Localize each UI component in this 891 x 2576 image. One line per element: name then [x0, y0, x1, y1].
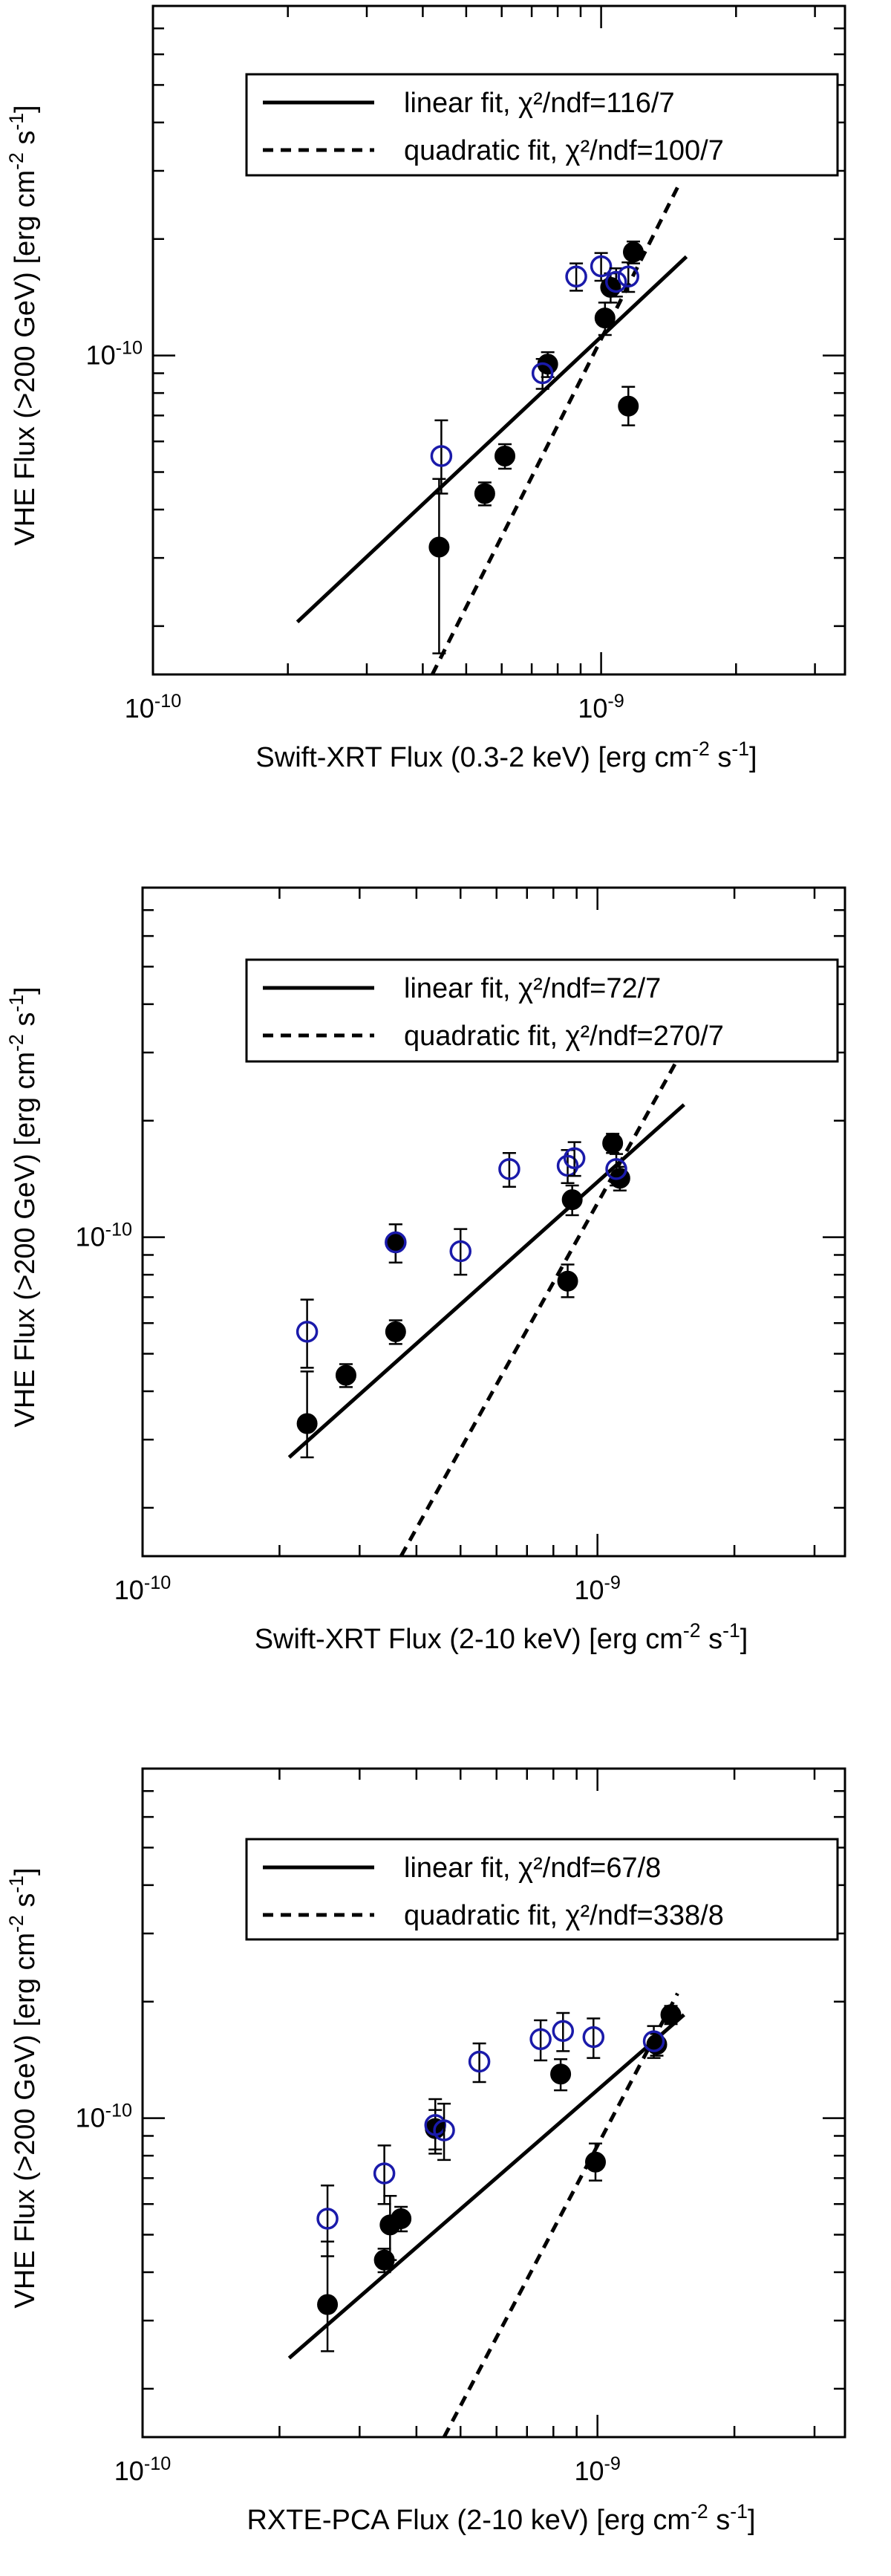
legend: linear fit, χ²/ndf=116/7 quadratic fit, χ… — [245, 73, 839, 177]
legend: linear fit, χ²/ndf=67/8 quadratic fit, χ²… — [245, 1838, 839, 1941]
data-point-filled — [474, 483, 495, 504]
error-bar — [556, 2011, 570, 2052]
x-tick-label: 10-10 — [114, 1572, 171, 1605]
y-axis-label: VHE Flux (>200 GeV) [erg cm-2 s-1] — [5, 105, 41, 545]
x-tick-label: 10-10 — [114, 2453, 171, 2486]
figure-panels: 10-10 10-9 10-10 Swift-XRT Flux (0.3-2 keV)… — [5, 4, 846, 2536]
data-point-open — [433, 2119, 455, 2141]
data-point-open — [605, 270, 627, 293]
data-point-open — [531, 362, 554, 385]
quadratic-fit-line — [399, 1035, 692, 1556]
legend-label: linear fit, χ²/ndf=67/8 — [404, 1853, 661, 1884]
data-point-filled — [385, 1321, 406, 1342]
data-point-open — [590, 255, 613, 278]
error-bar — [534, 2019, 548, 2062]
legend-label: quadratic fit, χ²/ndf=270/7 — [404, 1021, 724, 1052]
data-point-open — [449, 1240, 471, 1263]
x-axis-label: Swift-XRT Flux (0.3-2 keV) [erg cm-2 s-1… — [255, 738, 757, 773]
plot-area — [287, 1035, 692, 1556]
plot-area — [296, 181, 688, 674]
data-point-filled — [495, 445, 516, 466]
data-point-open — [296, 1321, 319, 1343]
data-point-filled — [391, 2208, 412, 2229]
linear-fit-line — [296, 255, 688, 624]
data-point-open — [529, 2028, 552, 2051]
legend-label: quadratic fit, χ²/ndf=338/8 — [404, 1900, 724, 1931]
y-tick-label: 10-10 — [76, 2101, 132, 2133]
data-point-filled — [594, 308, 616, 329]
data-point-open — [556, 1154, 579, 1177]
data-point-filled — [622, 241, 644, 263]
plot-frame — [151, 4, 846, 676]
error-bar — [432, 478, 446, 654]
y-axis-label: VHE Flux (>200 GeV) [erg cm-2 s-1] — [5, 1867, 41, 2308]
data-point-filled — [550, 2063, 572, 2085]
plot-frame — [141, 886, 846, 1558]
data-point-open — [563, 1147, 586, 1170]
data-point-open — [498, 1158, 520, 1180]
data-point-filled — [646, 2034, 668, 2055]
axis-ticks — [141, 1767, 845, 2437]
error-bar — [454, 1228, 468, 1276]
y-axis-label: VHE Flux (>200 GeV) [erg cm-2 s-1] — [5, 986, 41, 1427]
quadratic-fit-line — [442, 1992, 679, 2437]
data-point-open — [430, 445, 453, 467]
quadratic-fit-line — [430, 181, 682, 674]
x-tick-label: 10-9 — [578, 691, 624, 723]
x-tick-label: 10-9 — [574, 1572, 620, 1605]
error-bar — [472, 2042, 486, 2084]
data-point-open — [617, 265, 639, 288]
plot-frame — [141, 1767, 846, 2439]
data-point-open — [565, 265, 587, 288]
legend-label: linear fit, χ²/ndf=72/7 — [404, 973, 661, 1004]
data-point-filled — [561, 1189, 583, 1211]
y-tick-label: 10-10 — [86, 338, 143, 371]
x-tick-label: 10-10 — [125, 691, 181, 723]
data-point-open — [373, 2162, 396, 2185]
chart-panel-2: 10-10 10-9 10-10 Swift-XRT Flux (2-10 keV) … — [5, 886, 846, 1655]
error-bar — [437, 2102, 451, 2162]
axis-ticks — [151, 4, 845, 674]
x-axis-label: RXTE-PCA Flux (2-10 keV) [erg cm-2 s-1] — [247, 2500, 755, 2536]
data-point-filled — [296, 1413, 318, 1434]
data-point-filled — [557, 1270, 578, 1292]
chart-panel-3: 10-10 10-9 10-10 RXTE-PCA Flux (2-10 keV) [… — [5, 1767, 846, 2536]
data-point-filled — [660, 2004, 682, 2026]
linear-fit-line — [287, 2013, 685, 2360]
error-bar — [377, 2144, 391, 2205]
legend-box — [245, 958, 839, 1063]
data-point-open — [605, 1158, 627, 1180]
y-tick-label: 10-10 — [76, 1220, 132, 1252]
x-tick-label: 10-9 — [574, 2453, 620, 2486]
data-point-open — [582, 2026, 605, 2049]
error-bar — [587, 2017, 601, 2059]
data-point-open — [468, 2050, 491, 2073]
data-point-filled — [584, 2151, 606, 2173]
legend-box — [245, 73, 839, 177]
data-point-open — [316, 2208, 339, 2230]
axis-ticks — [141, 886, 845, 1556]
data-point-filled — [335, 1365, 356, 1386]
legend-label: linear fit, χ²/ndf=116/7 — [404, 88, 675, 119]
data-point-open — [385, 1231, 407, 1254]
legend-label: quadratic fit, χ²/ndf=100/7 — [404, 135, 724, 166]
error-bar — [434, 419, 448, 495]
error-bar — [300, 1298, 314, 1369]
plot-area — [287, 1992, 685, 2437]
error-bar — [388, 1223, 402, 1264]
data-point-open — [552, 2020, 575, 2042]
error-bar — [321, 2185, 335, 2257]
data-point-open — [642, 2030, 665, 2052]
legend-box — [245, 1838, 839, 1941]
data-point-filled — [618, 395, 639, 417]
linear-fit-line — [287, 1103, 685, 1459]
data-point-filled — [602, 1132, 624, 1154]
data-point-filled — [428, 536, 450, 558]
legend: linear fit, χ²/ndf=72/7 quadratic fit, χ²… — [245, 958, 839, 1063]
x-axis-label: Swift-XRT Flux (2-10 keV) [erg cm-2 s-1] — [255, 1619, 748, 1655]
chart-panel-1: 10-10 10-9 10-10 Swift-XRT Flux (0.3-2 keV)… — [5, 4, 846, 773]
data-point-filled — [317, 2294, 339, 2315]
